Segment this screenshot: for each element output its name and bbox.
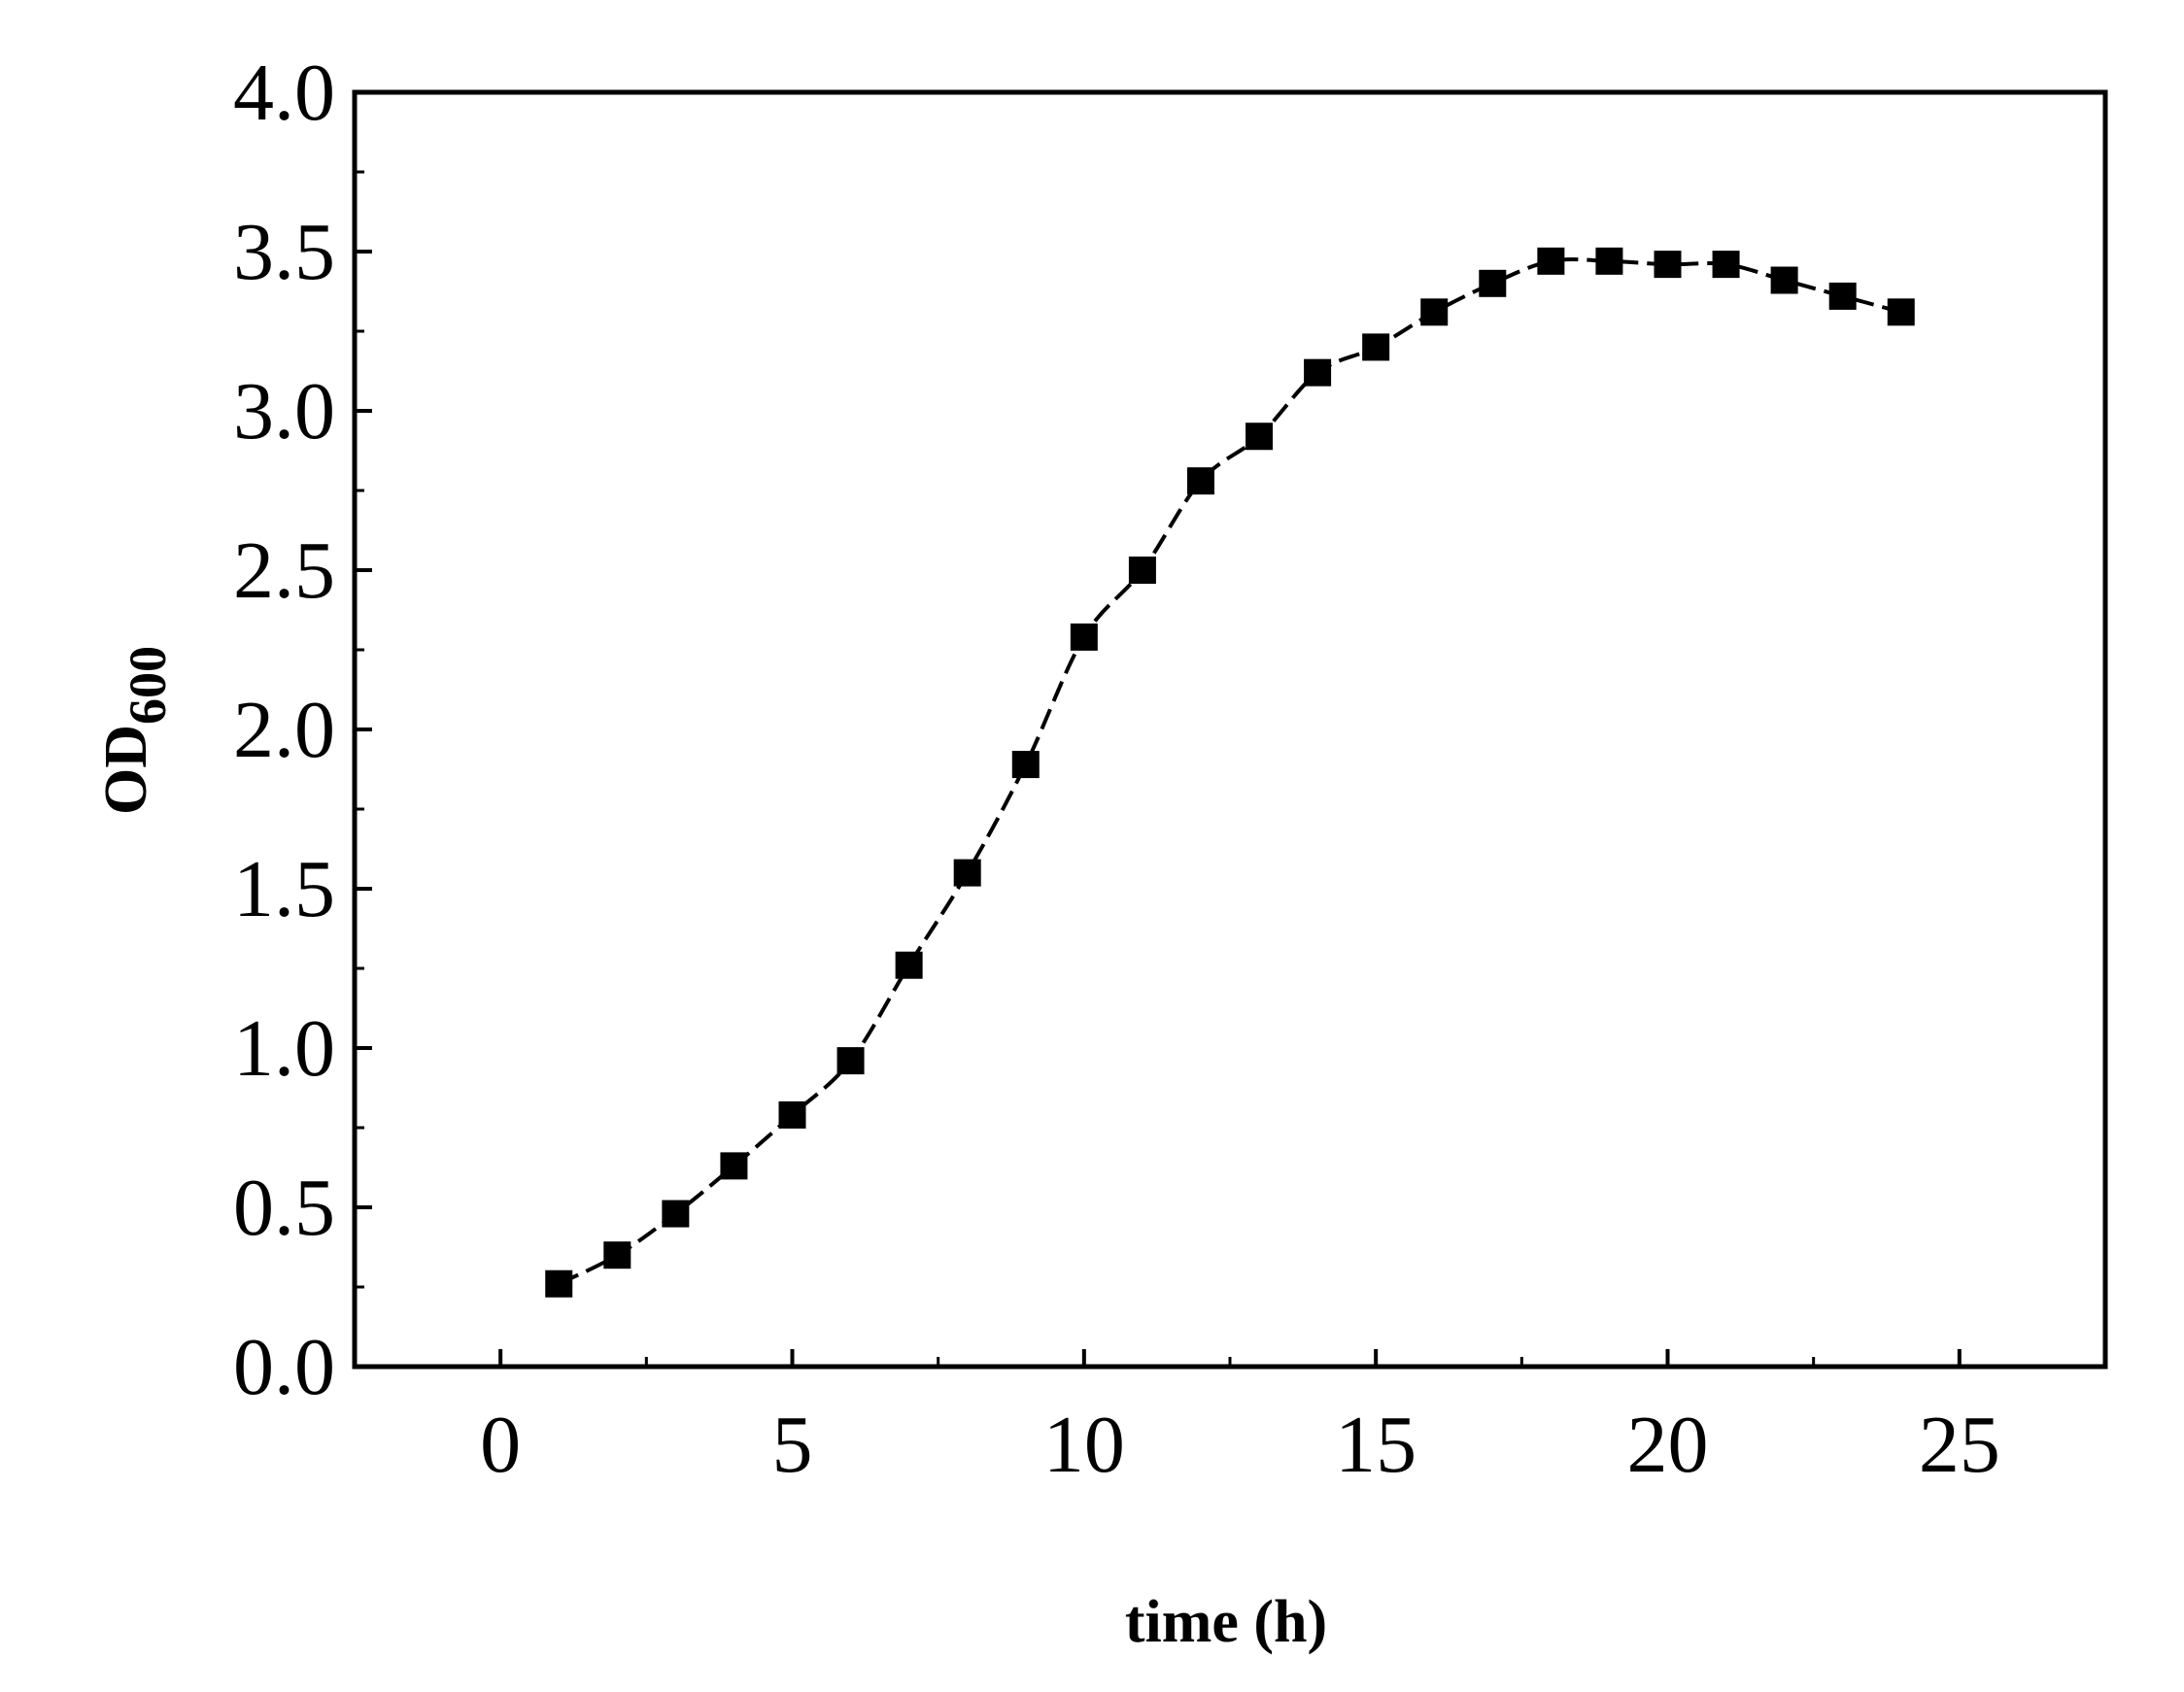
x-tick-label: 20 [1627, 1400, 1709, 1490]
y-tick-label: 1.0 [233, 1003, 335, 1094]
y-tick-label: 1.5 [233, 844, 335, 934]
x-tick-label: 5 [772, 1400, 813, 1490]
series-markers [545, 247, 1915, 1298]
y-axis-title: OD600 [93, 646, 177, 815]
data-point-marker [603, 1241, 631, 1269]
data-point-marker [1070, 623, 1098, 651]
data-point-marker [662, 1200, 690, 1228]
data-point-marker [1304, 358, 1332, 387]
data-point-marker [545, 1269, 573, 1298]
y-axis-ticks [355, 90, 372, 1369]
y-axis-tick-labels: 0.0 0.5 1.0 1.5 2.0 2.5 3.0 3.5 4.0 [233, 48, 335, 1412]
data-point-marker [836, 1047, 865, 1075]
data-point-marker [1186, 467, 1214, 495]
x-tick-label: 25 [1919, 1400, 2000, 1490]
series-line [558, 257, 1902, 1286]
data-point-marker [1011, 751, 1040, 779]
data-point-marker [953, 859, 981, 887]
data-point-marker [720, 1152, 748, 1180]
data-point-marker [1828, 282, 1857, 310]
data-point-marker [1770, 266, 1798, 294]
data-point-marker [1887, 298, 1915, 326]
y-tick-label: 0.0 [233, 1322, 335, 1412]
y-tick-label: 4.0 [233, 48, 335, 138]
y-tick-label: 2.0 [233, 685, 335, 775]
data-point-marker [1479, 269, 1507, 297]
y-tick-label: 2.5 [233, 525, 335, 616]
data-point-marker [1537, 247, 1565, 275]
data-point-marker [1128, 557, 1156, 584]
x-axis-ticks [353, 1349, 1962, 1367]
y-tick-label: 0.5 [233, 1163, 335, 1253]
x-tick-label: 15 [1335, 1400, 1416, 1490]
y-tick-label: 3.0 [233, 366, 335, 457]
data-point-marker [1654, 251, 1682, 279]
y-axis-title-subscript: 600 [119, 646, 177, 725]
data-point-marker [895, 951, 923, 979]
data-point-marker [1595, 247, 1623, 275]
data-point-marker [1420, 298, 1449, 326]
data-point-marker [1362, 333, 1390, 361]
y-axis-title-main: OD [93, 725, 159, 815]
data-point-marker [1712, 251, 1740, 279]
data-point-marker [1246, 423, 1274, 451]
x-axis-tick-labels: 0 5 10 15 20 25 [480, 1400, 2000, 1490]
x-tick-label: 10 [1043, 1400, 1125, 1490]
data-point-marker [778, 1100, 806, 1129]
x-tick-label: 0 [480, 1400, 521, 1490]
y-tick-label: 3.5 [233, 207, 335, 297]
x-axis-title: time (h) [1125, 1589, 1327, 1655]
